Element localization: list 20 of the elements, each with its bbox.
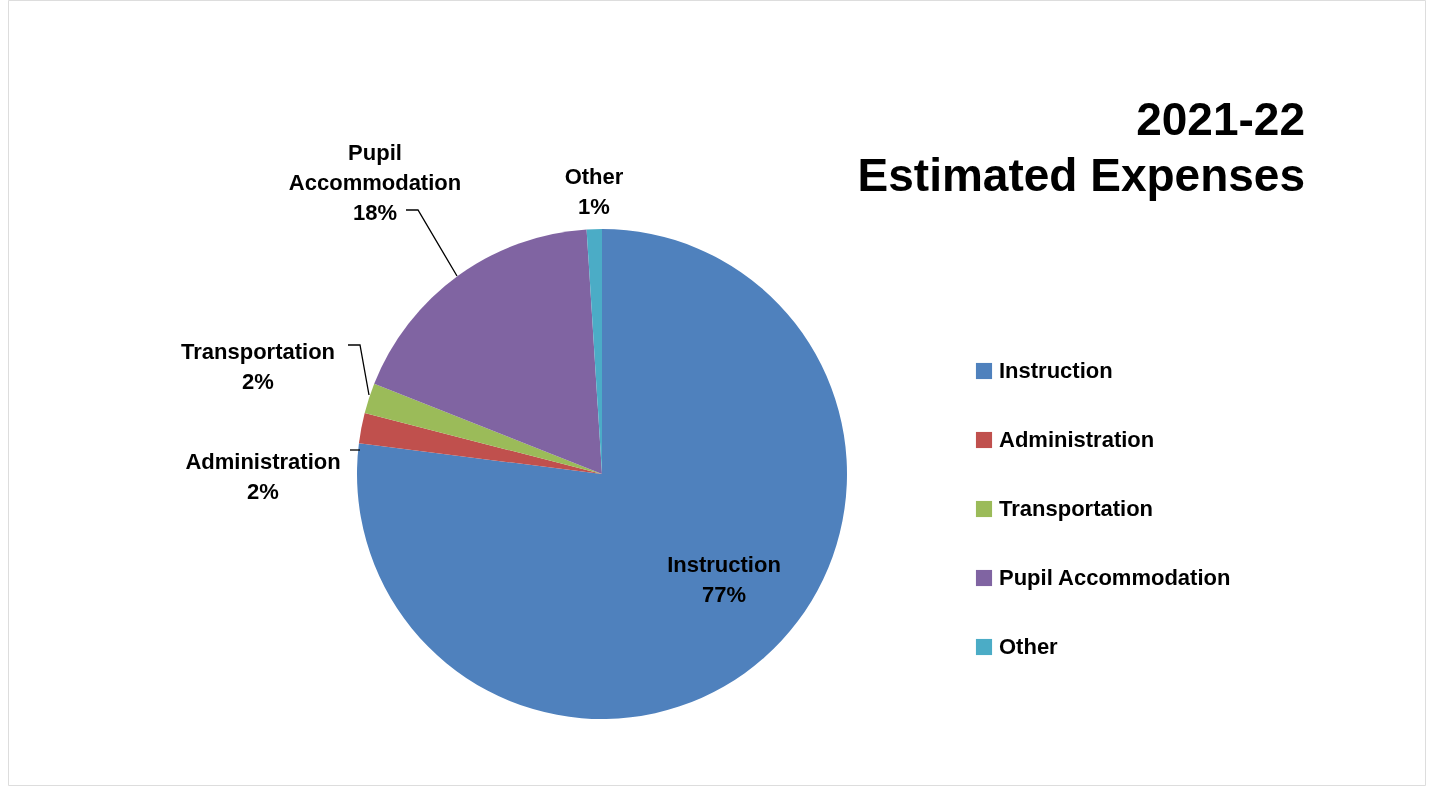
slice-label: Instruction	[667, 552, 781, 577]
slice-label: Transportation	[180, 339, 336, 364]
pie-slice	[374, 229, 602, 474]
data-label: 18%	[352, 200, 398, 225]
data-label: 2%	[242, 369, 274, 394]
legend-label: Administration	[999, 427, 1155, 452]
slice-label: Administration	[185, 449, 341, 474]
chart-title: 2021-22 Estimated Expenses	[857, 93, 1305, 201]
legend-label: Instruction	[999, 358, 1113, 383]
data-label: 2%	[247, 479, 279, 504]
pie-slice	[357, 229, 847, 719]
data-label: 1%	[578, 194, 610, 219]
slice-label: Pupil Accommodation	[288, 140, 462, 195]
pie-slice	[358, 413, 602, 474]
legend-label: Other	[999, 634, 1059, 659]
legend-label: Transportation	[999, 496, 1154, 521]
legend-label: Pupil Accommodation	[999, 565, 1231, 590]
data-label: 77%	[701, 582, 747, 607]
pie-slice	[364, 383, 602, 474]
slice-label: Other	[564, 164, 624, 189]
